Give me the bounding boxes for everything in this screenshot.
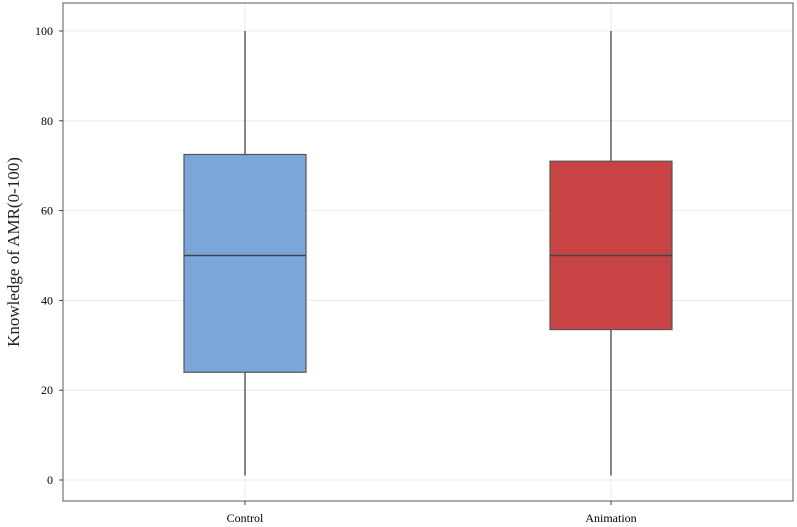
box-animation [549,31,673,476]
x-tick-label-control: Control [227,511,264,525]
y-tick-label-0: 0 [47,473,53,487]
y-tick-label-40: 40 [41,293,53,307]
iqr-box-control [183,153,307,373]
y-axis: 0 20 40 60 80 100 [35,24,63,487]
boxes [183,31,673,476]
y-tick-label-60: 60 [41,204,53,218]
x-tick-label-animation: Animation [585,511,636,525]
y-tick-label-80: 80 [41,114,53,128]
iqr-box-animation [549,160,673,331]
y-axis-title: Knowledge of AMR(0-100) [4,157,23,347]
plot-panel-border [62,2,794,502]
y-tick-label-20: 20 [41,383,53,397]
y-tick-label-100: 100 [35,24,53,38]
box-control [183,31,307,476]
grid-lines [63,3,793,501]
x-axis: Control Animation [227,501,637,525]
